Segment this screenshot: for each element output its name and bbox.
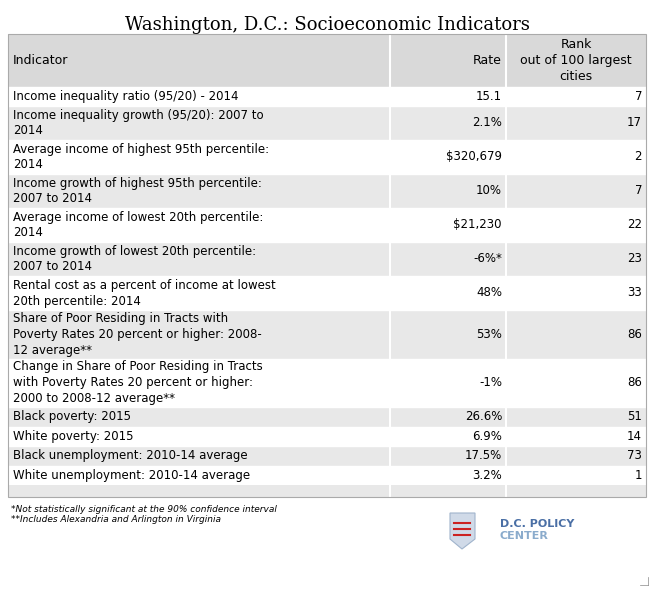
Text: 26.6%: 26.6% — [464, 410, 502, 423]
Text: Rank
out of 100 largest
cities: Rank out of 100 largest cities — [520, 37, 632, 83]
Text: Income growth of highest 95th percentile:
2007 to 2014: Income growth of highest 95th percentile… — [13, 177, 262, 205]
Bar — [8, 407, 646, 427]
Bar — [8, 427, 646, 446]
Text: Rate: Rate — [473, 54, 502, 67]
Text: 7: 7 — [634, 90, 642, 103]
Bar — [8, 86, 646, 106]
Text: White poverty: 2015: White poverty: 2015 — [13, 430, 133, 443]
Text: Black unemployment: 2010-14 average: Black unemployment: 2010-14 average — [13, 449, 248, 462]
Text: 51: 51 — [627, 410, 642, 423]
Bar — [8, 34, 646, 497]
Text: 6.9%: 6.9% — [472, 430, 502, 443]
Text: $21,230: $21,230 — [453, 218, 502, 231]
Bar — [8, 485, 646, 497]
Bar — [8, 446, 646, 465]
Text: 53%: 53% — [476, 328, 502, 341]
Bar — [8, 359, 646, 407]
Text: Income inequality ratio (95/20) - 2014: Income inequality ratio (95/20) - 2014 — [13, 90, 239, 103]
Text: CENTER: CENTER — [500, 531, 549, 541]
Text: Income inequality growth (95/20): 2007 to
2014: Income inequality growth (95/20): 2007 t… — [13, 108, 264, 137]
Text: 14: 14 — [627, 430, 642, 443]
Text: 23: 23 — [627, 252, 642, 265]
Bar — [8, 106, 646, 140]
Text: 86: 86 — [627, 376, 642, 389]
Text: -6%*: -6%* — [473, 252, 502, 265]
Text: $320,679: $320,679 — [446, 151, 502, 164]
Text: Rental cost as a percent of income at lowest
20th percentile: 2014: Rental cost as a percent of income at lo… — [13, 278, 276, 308]
Bar — [8, 174, 646, 208]
Text: 86: 86 — [627, 328, 642, 341]
Text: 73: 73 — [627, 449, 642, 462]
Text: 22: 22 — [627, 218, 642, 231]
Text: 1: 1 — [634, 469, 642, 482]
Text: 17.5%: 17.5% — [465, 449, 502, 462]
Text: **Includes Alexandria and Arlington in Virginia: **Includes Alexandria and Arlington in V… — [11, 515, 221, 524]
Text: 2.1%: 2.1% — [472, 117, 502, 130]
Bar — [8, 465, 646, 485]
Text: 2: 2 — [634, 151, 642, 164]
Text: Income growth of lowest 20th percentile:
2007 to 2014: Income growth of lowest 20th percentile:… — [13, 245, 256, 274]
Text: 17: 17 — [627, 117, 642, 130]
Text: Black poverty: 2015: Black poverty: 2015 — [13, 410, 131, 423]
Text: 3.2%: 3.2% — [472, 469, 502, 482]
Text: 10%: 10% — [476, 184, 502, 198]
Text: -1%: -1% — [479, 376, 502, 389]
Text: White unemployment: 2010-14 average: White unemployment: 2010-14 average — [13, 469, 250, 482]
Text: *Not statistically significant at the 90% confidence interval: *Not statistically significant at the 90… — [11, 505, 277, 514]
Text: 33: 33 — [627, 287, 642, 299]
Polygon shape — [450, 513, 475, 549]
Text: 48%: 48% — [476, 287, 502, 299]
Text: Indicator: Indicator — [13, 54, 69, 67]
Bar — [8, 34, 646, 86]
Text: D.C. POLICY: D.C. POLICY — [500, 519, 574, 529]
Text: Average income of lowest 20th percentile:
2014: Average income of lowest 20th percentile… — [13, 211, 264, 240]
Text: Share of Poor Residing in Tracts with
Poverty Rates 20 percent or higher: 2008-
: Share of Poor Residing in Tracts with Po… — [13, 312, 262, 357]
Text: Change in Share of Poor Residing in Tracts
with Poverty Rates 20 percent or high: Change in Share of Poor Residing in Trac… — [13, 360, 263, 405]
Bar — [8, 242, 646, 276]
Text: 15.1: 15.1 — [476, 90, 502, 103]
Text: Average income of highest 95th percentile:
2014: Average income of highest 95th percentil… — [13, 142, 269, 171]
Bar — [8, 208, 646, 242]
Text: 7: 7 — [634, 184, 642, 198]
Bar — [8, 310, 646, 359]
Bar — [8, 140, 646, 174]
Bar — [8, 276, 646, 310]
Text: Washington, D.C.: Socioeconomic Indicators: Washington, D.C.: Socioeconomic Indicato… — [124, 16, 530, 34]
